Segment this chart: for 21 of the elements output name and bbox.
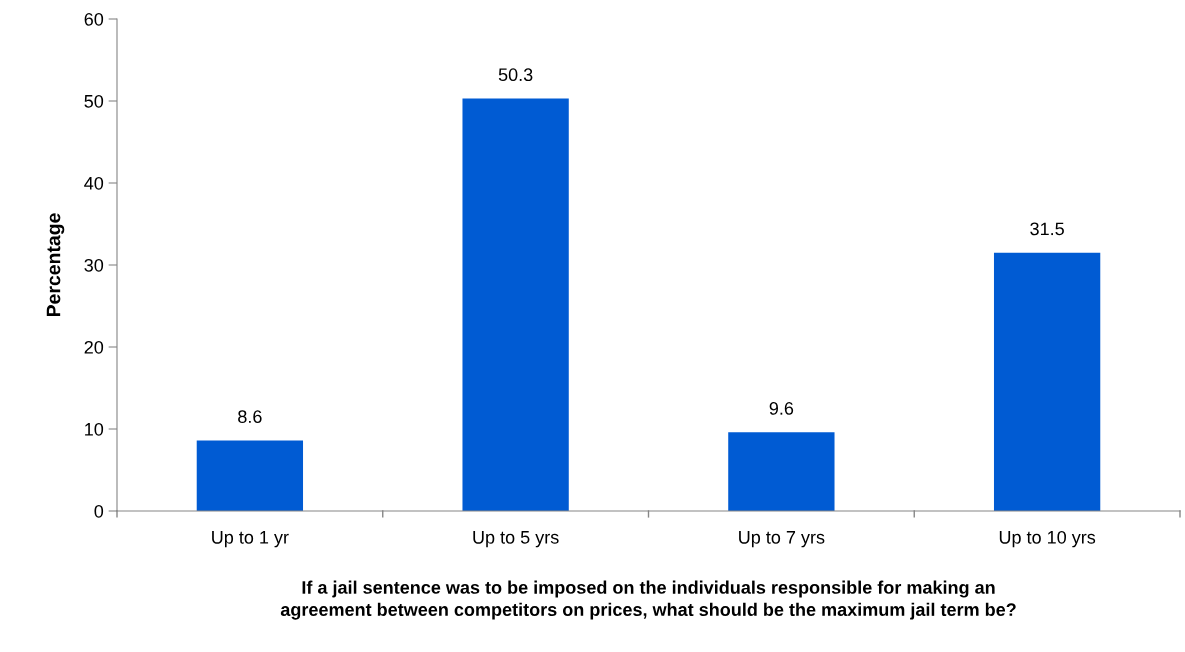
y-axis-title: Percentage: [46, 213, 65, 317]
y-tick-label: 10: [85, 422, 104, 436]
x-tick-label: Up to 1 yr: [212, 531, 289, 548]
data-label: 31.5: [1030, 222, 1064, 236]
data-label: 50.3: [498, 68, 533, 82]
data-label: 8.6: [238, 410, 262, 424]
y-tick-label: 30: [84, 258, 104, 272]
bar: [196, 440, 304, 511]
y-tick-label: 0: [94, 504, 104, 518]
y-tick-label: 50: [84, 94, 104, 108]
x-axis-title: If a jail sentence was to be imposed on the individuals responsible for making an agreement between competitors on prices, what should be the maximum jail term be?: [280, 580, 1016, 620]
data-label: 9.6: [769, 402, 794, 415]
bar: [993, 252, 1101, 511]
x-tick-label: Up to 7 yrs: [739, 531, 825, 548]
bar: [728, 432, 835, 511]
y-tick-label: 60: [84, 12, 104, 26]
y-tick-label: 20: [84, 340, 104, 354]
x-tick-label: Up to 5 yrs: [473, 531, 559, 548]
y-tick-label: 40: [84, 176, 104, 190]
x-tick-label: Up to 10 yrs: [999, 530, 1096, 548]
bar: [462, 98, 569, 511]
